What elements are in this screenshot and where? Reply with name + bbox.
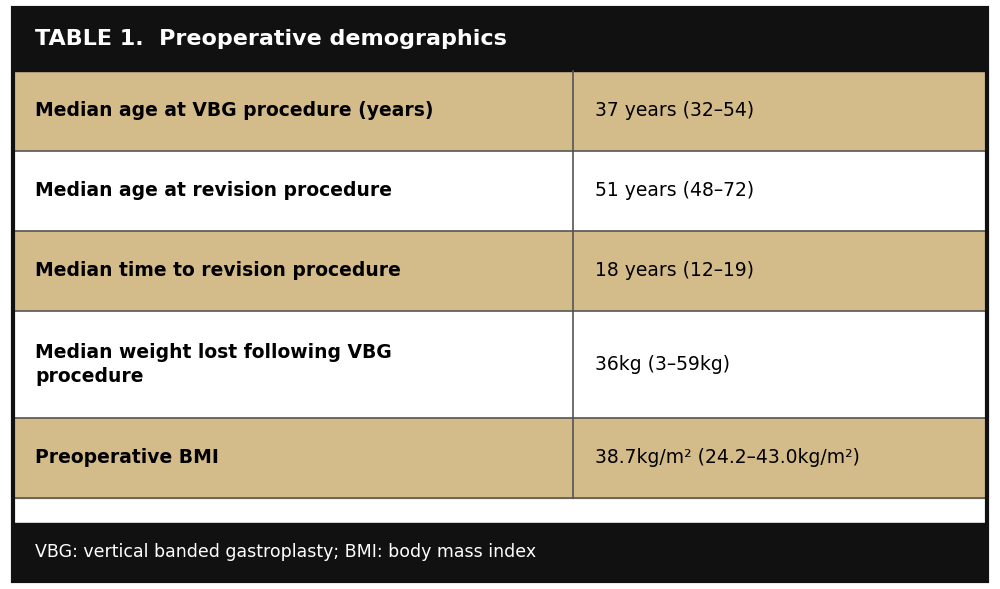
Text: 51 years (48–72): 51 years (48–72) [595,181,754,200]
Text: TABLE 1.  Preoperative demographics: TABLE 1. Preoperative demographics [35,29,507,49]
Text: Median age at VBG procedure (years): Median age at VBG procedure (years) [35,101,434,120]
Bar [13,523,987,581]
Text: Median time to revision procedure: Median time to revision procedure [35,261,401,280]
Text: Preoperative BMI: Preoperative BMI [35,448,219,467]
Text: 38.7kg/m² (24.2–43.0kg/m²): 38.7kg/m² (24.2–43.0kg/m²) [595,448,860,467]
Text: 37 years (32–54): 37 years (32–54) [595,101,754,120]
Bar [13,418,987,498]
Bar [13,8,987,71]
Text: Median age at revision procedure: Median age at revision procedure [35,181,392,200]
Text: 18 years (12–19): 18 years (12–19) [595,261,754,280]
Bar [13,71,987,151]
Bar [13,231,987,310]
Text: Median weight lost following VBG
procedure: Median weight lost following VBG procedu… [35,343,392,386]
Text: 36kg (3–59kg): 36kg (3–59kg) [595,355,730,373]
Bar [13,310,987,418]
Text: VBG: vertical banded gastroplasty; BMI: body mass index: VBG: vertical banded gastroplasty; BMI: … [35,543,536,561]
Bar [13,151,987,231]
